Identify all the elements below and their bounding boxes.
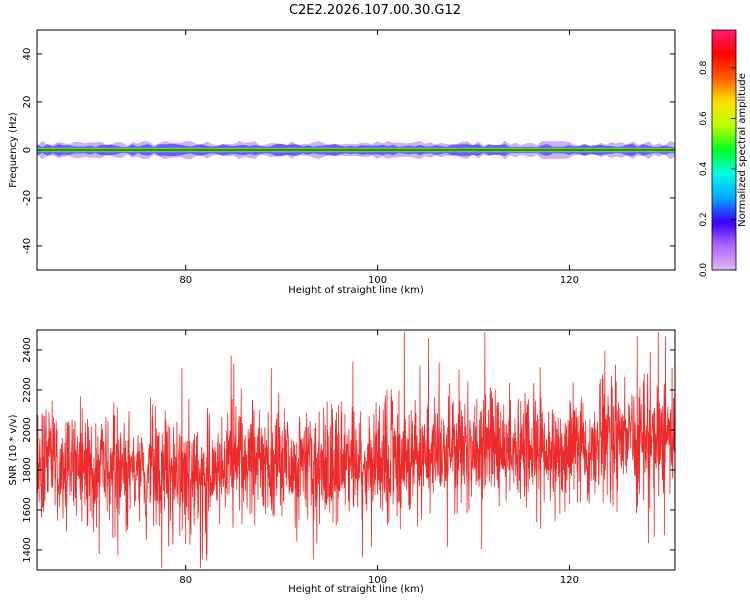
- colorbar-tick-label: 0.4: [699, 162, 709, 177]
- snr-frame: [36, 329, 676, 571]
- y-tick-label: 0: [22, 147, 33, 153]
- spectrogram-y-label: Frequency (Hz): [8, 112, 19, 188]
- y-tick-label: 20: [22, 96, 33, 109]
- y-tick-label: 2200: [22, 377, 33, 402]
- colorbar-label: Normalized spectral amplitude: [737, 73, 748, 227]
- spectrogram-bands: [37, 140, 675, 160]
- chart-title: C2E2.2026.107.00.30.G12: [289, 3, 461, 18]
- x-tick-label: 80: [179, 275, 192, 286]
- y-tick-label: 2000: [22, 417, 33, 442]
- snr-y-label: SNR (10 * v/v): [8, 414, 19, 485]
- y-tick-label: 2400: [22, 337, 33, 362]
- y-tick-label: 1600: [22, 497, 33, 522]
- y-tick-label: 1800: [22, 457, 33, 482]
- y-tick-label: 40: [22, 48, 33, 61]
- spectrogram-x-ticks: 80 100 120: [179, 30, 579, 286]
- colorbar-tick-label: 0.0: [699, 263, 709, 278]
- colorbar-gradient: [711, 29, 737, 271]
- x-tick-label: 120: [560, 275, 579, 286]
- spectrogram-y-ticks: 40 20 0 -20 -40: [22, 48, 675, 254]
- colorbar-tick-label: 0.8: [699, 60, 709, 75]
- colorbar-tick-label: 0.6: [699, 111, 709, 126]
- x-tick-label: 80: [179, 575, 192, 586]
- colorbar-tick-label: 0.2: [699, 212, 709, 226]
- snr-series-line: [37, 331, 675, 569]
- y-tick-label: -40: [22, 238, 33, 254]
- snr-panel: 80 100 120 1400 1600 1800 2000 2200 2400 Height…: [8, 329, 676, 595]
- y-tick-label: 1400: [22, 537, 33, 562]
- colorbar: 0.0 0.2 0.4 0.6 0.8 Normalized spectral ampl…: [699, 29, 748, 277]
- x-tick-label: 120: [560, 575, 579, 586]
- y-tick-label: -20: [22, 190, 33, 206]
- x-tick-label: 100: [368, 575, 387, 586]
- colorbar-ticks: 0.0 0.2 0.4 0.6 0.8: [699, 60, 736, 277]
- x-tick-label: 100: [368, 275, 387, 286]
- spectrogram-panel: 80 100 120 40 20 0 -20 -40 Height of straight …: [8, 29, 676, 296]
- spectrogram-x-label: Height of straight line (km): [288, 285, 424, 296]
- snr-x-ticks: 80 100 120: [179, 330, 579, 586]
- snr-y-ticks: 1400 1600 1800 2000 2200 2400: [22, 337, 675, 563]
- snr-x-label: Height of straight line (km): [288, 584, 424, 595]
